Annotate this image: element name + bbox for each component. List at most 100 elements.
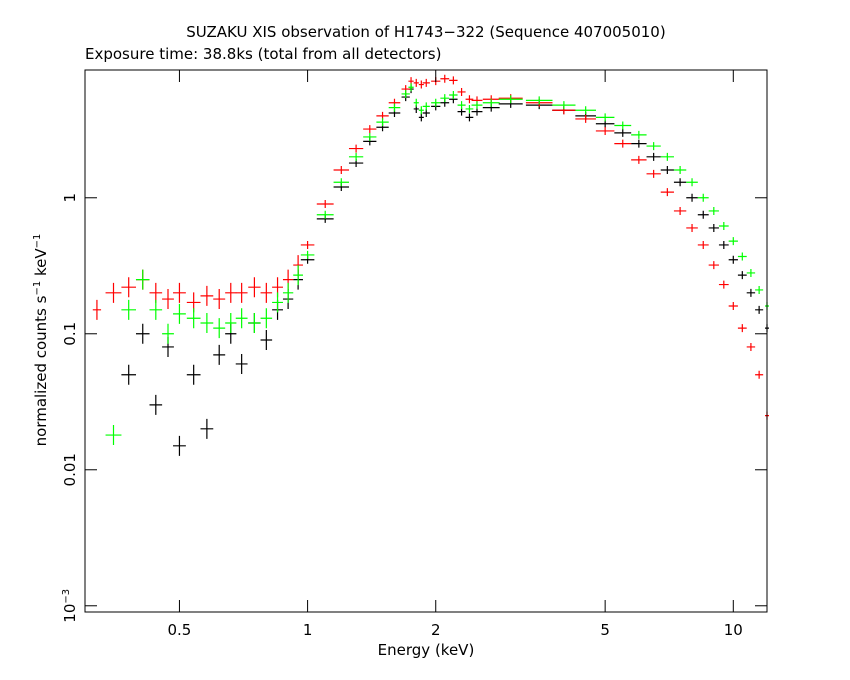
data-point (149, 282, 163, 303)
data-point (300, 250, 315, 259)
data-point (388, 103, 401, 112)
y-tick-label-base: 10 (61, 604, 79, 623)
data-point (200, 285, 214, 306)
data-point (471, 101, 483, 110)
data-point (631, 155, 647, 164)
data-point (213, 344, 226, 365)
data-point (121, 364, 137, 385)
data-point (614, 139, 632, 148)
data-point (260, 282, 273, 303)
data-point (162, 289, 174, 310)
data-point (465, 95, 474, 104)
data-point (316, 199, 334, 208)
data-point (552, 101, 576, 110)
data-point (413, 78, 419, 87)
data-point (149, 299, 163, 320)
x-tick-label: 2 (431, 621, 441, 639)
data-point (135, 323, 150, 344)
data-point (465, 104, 474, 113)
data-point (135, 269, 150, 290)
data-point (418, 106, 424, 115)
data-point (235, 308, 248, 329)
data-point (697, 193, 709, 202)
data-point (737, 324, 747, 333)
data-point (660, 166, 674, 175)
data-point (525, 96, 553, 105)
x-tick-label: 5 (600, 621, 610, 639)
data-point (418, 113, 424, 122)
data-point (440, 94, 450, 103)
data-point (631, 130, 647, 139)
data-point (673, 206, 687, 215)
data-point (457, 87, 466, 96)
y-tick-label: 10−3 (61, 589, 79, 623)
data-point (728, 302, 738, 311)
data-point (348, 144, 364, 153)
data-point (686, 178, 698, 187)
y-tick-label: 1 (61, 193, 79, 203)
data-point (248, 277, 261, 298)
data-point (660, 152, 674, 161)
data-point (121, 299, 137, 320)
data-point (746, 288, 756, 297)
data-point (449, 76, 458, 85)
plot-area (92, 74, 769, 456)
chart-title: SUZAKU XIS observation of H1743−322 (Seq… (186, 23, 665, 41)
data-point (225, 282, 237, 303)
y-axis-label: normalized counts s−1 keV−1 (32, 234, 50, 447)
data-point (260, 329, 273, 350)
data-point (293, 265, 303, 286)
data-point (363, 125, 377, 134)
data-point (300, 240, 315, 249)
data-point (186, 364, 201, 385)
data-point (449, 90, 458, 99)
data-point (718, 280, 729, 289)
data-point (422, 102, 430, 111)
data-point (408, 83, 414, 92)
data-point (595, 113, 615, 122)
data-point (431, 98, 441, 107)
data-point (272, 292, 283, 313)
data-point (708, 223, 719, 232)
x-axis-label: Energy (keV) (378, 641, 475, 659)
data-point (737, 271, 747, 280)
data-point (235, 282, 248, 303)
data-point (200, 313, 214, 334)
data-point (105, 425, 122, 446)
data-point (376, 118, 389, 127)
data-point (718, 222, 729, 231)
data-point (728, 255, 738, 264)
y-tick-label: 0.01 (61, 453, 79, 486)
data-point (225, 313, 237, 334)
data-point (646, 169, 661, 178)
data-point (631, 139, 647, 148)
data-point (614, 121, 632, 130)
data-point (575, 114, 596, 123)
data-point (728, 237, 738, 246)
y-axis-label-part: normalized counts s (32, 295, 50, 446)
y-axis-label-exponent: −1 (32, 234, 43, 249)
data-point (673, 166, 687, 175)
data-point (755, 285, 764, 294)
data-point (737, 252, 747, 261)
data-point (660, 188, 674, 197)
data-point (333, 166, 350, 175)
data-point (614, 128, 632, 137)
data-point (440, 74, 450, 83)
chart-subtitle: Exposure time: 38.8ks (total from all de… (85, 45, 441, 63)
data-point (248, 313, 261, 334)
data-point (235, 353, 248, 374)
data-point (260, 308, 273, 329)
data-point (173, 303, 186, 324)
plot-frame (84, 69, 768, 613)
data-point (755, 305, 764, 314)
data-point (708, 206, 719, 215)
data-point (697, 240, 709, 249)
data-point (173, 435, 186, 456)
data-point (200, 418, 214, 439)
data-point (575, 106, 596, 115)
data-point (746, 342, 756, 351)
data-point (646, 152, 661, 161)
data-point (363, 132, 377, 141)
